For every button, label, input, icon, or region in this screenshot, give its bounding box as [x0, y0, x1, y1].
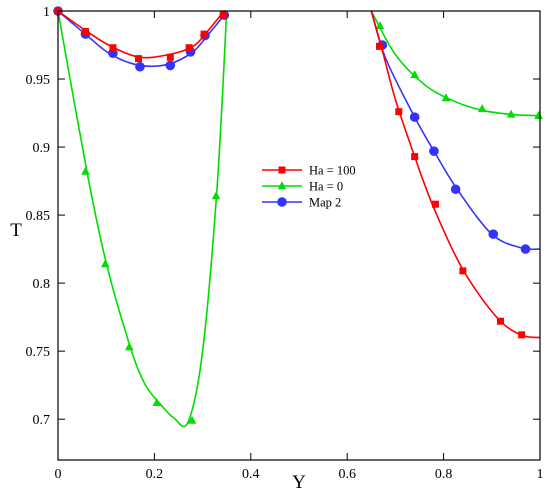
data-point [496, 317, 504, 325]
data-point [431, 200, 439, 208]
y-tick-label: 1 [43, 5, 50, 20]
y-tick-label: 0.9 [33, 141, 51, 156]
data-point [166, 53, 174, 61]
x-tick-label: 1 [537, 467, 544, 482]
y-tick-label: 0.75 [26, 345, 51, 360]
x-tick-label: 0.4 [242, 467, 260, 482]
series-line [370, 10, 541, 117]
data-point [488, 229, 499, 239]
data-point [219, 11, 227, 19]
series-map-2 [53, 6, 541, 254]
y-tick-label: 0.7 [33, 413, 51, 428]
data-point [100, 259, 110, 268]
series-line [370, 10, 541, 339]
y-axis-label: T [10, 220, 22, 241]
ticks-layer: 0 0.2 0.4 0.6 0.8 1 0.7 0.75 0.8 0.85 0.9 0.95 1 [26, 5, 544, 482]
data-point [375, 42, 383, 50]
x-axis-label: Y [292, 472, 306, 493]
series-layer [53, 6, 543, 428]
data-point [477, 104, 487, 113]
legend-marker [277, 181, 287, 190]
legend-marker [277, 197, 287, 207]
y-tick-label: 0.8 [33, 277, 51, 292]
series-line [57, 10, 228, 428]
legend-label: Map 2 [309, 196, 341, 210]
data-point [429, 146, 439, 156]
data-point [81, 166, 90, 175]
data-point [200, 30, 208, 38]
y-tick-label: 0.85 [26, 209, 51, 224]
data-point [411, 153, 419, 161]
data-point [506, 109, 516, 118]
data-point [152, 398, 162, 407]
x-tick-label: 0.6 [338, 467, 356, 482]
legend: Ha = 100 Ha = 0 Map 2 [262, 164, 356, 210]
data-point [409, 112, 420, 122]
data-point [81, 27, 89, 35]
series-ha-0 [57, 10, 543, 428]
series-line [370, 10, 541, 251]
data-point [395, 108, 403, 116]
data-point [441, 93, 451, 102]
data-point [211, 191, 221, 200]
data-point [375, 21, 385, 30]
plot-frame [57, 10, 541, 461]
data-point [185, 44, 193, 52]
series-ha-100 [54, 7, 541, 339]
data-point [520, 244, 531, 254]
legend-marker [278, 166, 286, 174]
y-tick-label: 0.95 [26, 73, 51, 88]
legend-label: Ha = 0 [309, 180, 343, 194]
x-tick-label: 0.8 [435, 467, 453, 482]
data-point [165, 60, 176, 71]
data-point [450, 184, 461, 195]
data-point [534, 110, 543, 119]
data-point [459, 267, 467, 275]
data-point [410, 70, 419, 79]
data-point [187, 415, 197, 424]
data-point [134, 55, 142, 63]
legend-label: Ha = 100 [309, 164, 356, 178]
data-point [109, 44, 117, 52]
x-tick-label: 0 [55, 467, 62, 482]
data-point [135, 61, 145, 72]
data-point [125, 342, 134, 351]
x-tick-label: 0.2 [146, 467, 164, 482]
data-point [518, 331, 526, 339]
